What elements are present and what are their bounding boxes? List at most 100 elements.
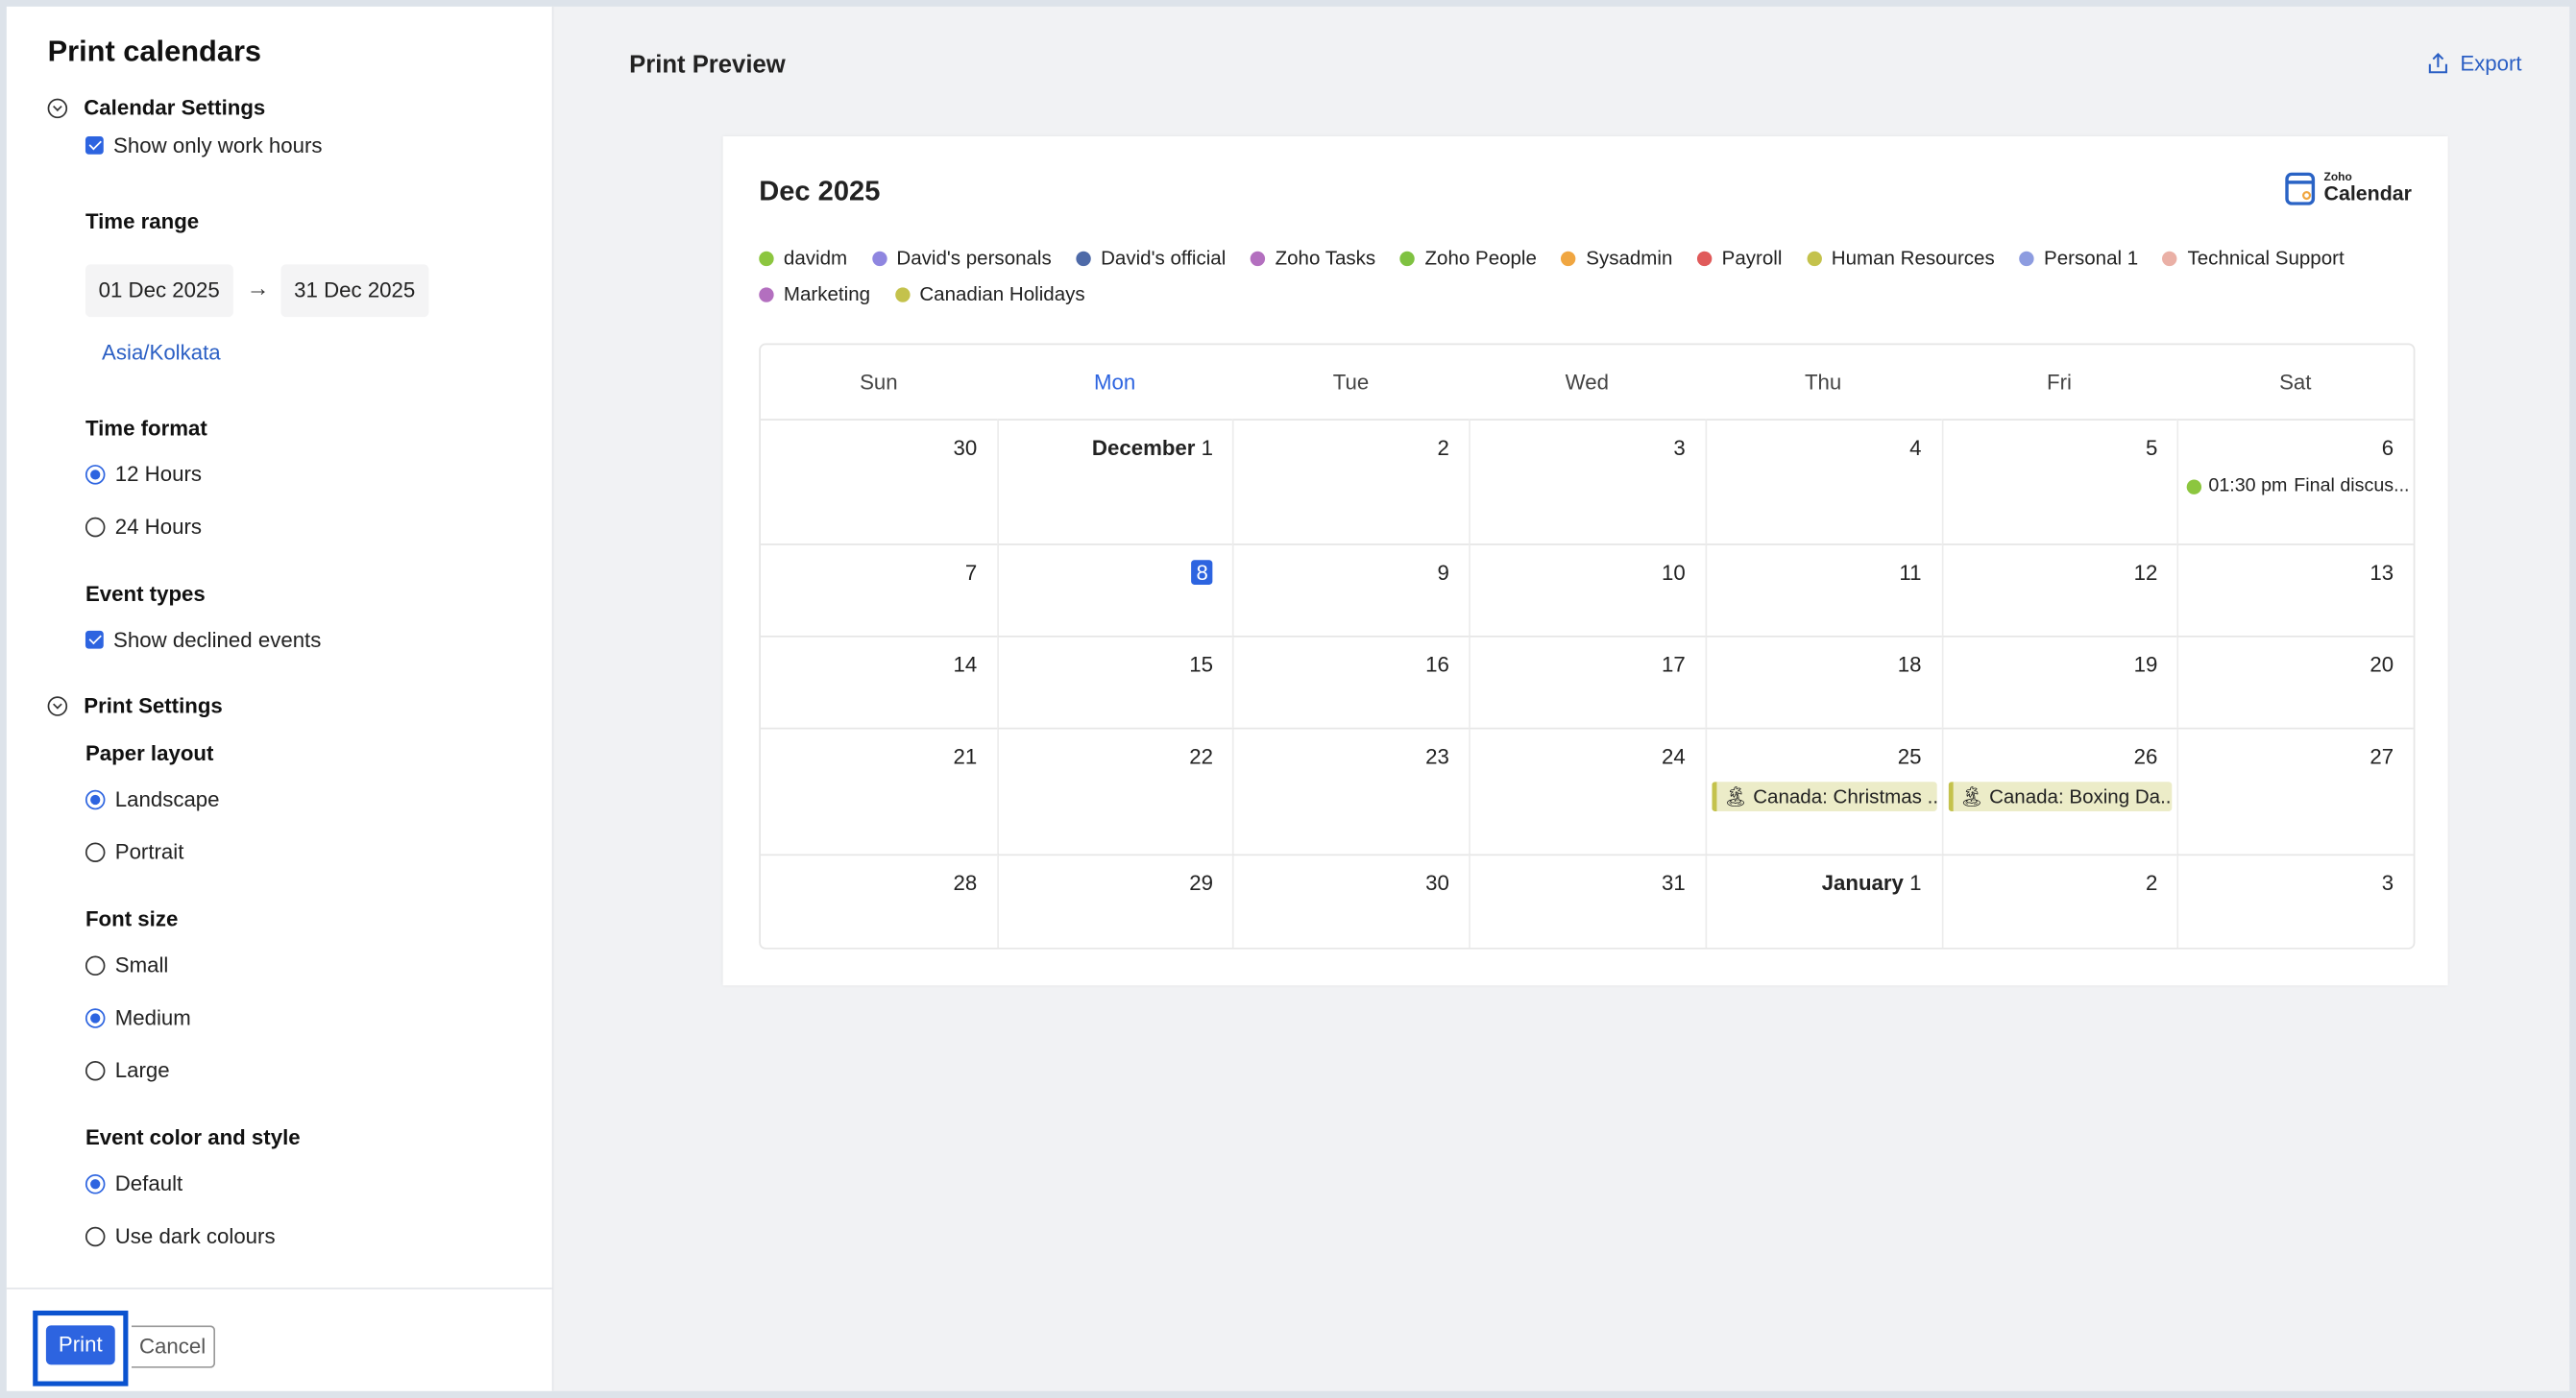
event-item[interactable]: 01:30 pm Final discus... — [2187, 476, 2410, 496]
day-cell[interactable]: 26 🏝 Canada: Boxing Da... — [1941, 727, 2177, 855]
option-label: Medium — [114, 1004, 191, 1030]
radio-landscape[interactable]: Landscape — [85, 786, 220, 811]
day-cell[interactable]: 7 — [760, 543, 997, 636]
day-cell[interactable]: 2 — [1232, 419, 1470, 544]
day-cell[interactable]: 24 — [1469, 727, 1706, 855]
radio-icon — [85, 516, 106, 537]
day-number: 11 — [1899, 560, 1921, 585]
day-cell[interactable]: 16 — [1232, 635, 1470, 728]
day-cell[interactable]: 10 — [1469, 543, 1706, 636]
day-cell[interactable]: December 1 — [996, 419, 1233, 544]
option-label: Use dark colours — [114, 1223, 276, 1248]
day-cell[interactable]: 30 — [1232, 854, 1470, 948]
day-cell[interactable]: 30 — [760, 419, 997, 543]
day-cell[interactable]: 22 — [996, 727, 1233, 855]
end-date-field[interactable]: 31 Dec 2025 — [280, 264, 428, 318]
weekday-header: Sun — [860, 369, 898, 395]
work-hours-checkbox[interactable]: Show only work hours — [85, 133, 323, 157]
legend-dot-icon — [1697, 250, 1713, 266]
radio-large[interactable]: Large — [85, 1057, 170, 1083]
day-cell[interactable]: 19 — [1941, 635, 2177, 728]
month-name: January — [1821, 870, 1904, 896]
day-label: 19 — [2133, 652, 2158, 677]
day-cell[interactable]: 28 — [760, 854, 997, 947]
radio-default[interactable]: Default — [85, 1171, 182, 1195]
holiday-title: Canada: Christmas ... — [1753, 784, 1936, 808]
day-number: 3 — [1673, 435, 1685, 460]
radio-dark-colours[interactable]: Use dark colours — [85, 1223, 276, 1248]
radio-small[interactable]: Small — [85, 952, 168, 977]
day-cell[interactable]: 25 🏝 Canada: Christmas ... — [1705, 727, 1942, 855]
print-settings-toggle[interactable]: Print Settings — [47, 693, 223, 717]
day-label: 21 — [953, 743, 978, 769]
day-cell[interactable]: 18 — [1705, 635, 1942, 728]
day-label: 9 — [1437, 560, 1449, 585]
legend-label: Zoho People — [1424, 246, 1537, 270]
timezone-link[interactable]: Asia/Kolkata — [102, 340, 221, 365]
day-cell[interactable]: 12 — [1941, 543, 2177, 636]
legend-item: David's official — [1076, 245, 1226, 271]
day-cell[interactable]: 4 — [1705, 419, 1942, 544]
day-cell[interactable]: 27 — [2176, 727, 2414, 855]
day-label: 7 — [964, 560, 978, 585]
day-cell[interactable]: 8 — [996, 543, 1233, 636]
day-cell[interactable]: 2 — [1941, 854, 2177, 948]
event-title: Final discus... — [2294, 476, 2410, 496]
export-button[interactable]: Export — [2427, 51, 2522, 76]
day-cell[interactable]: 5 — [1941, 419, 2177, 544]
legend-item: David's personals — [871, 245, 1052, 271]
day-label: 16 — [1425, 652, 1449, 677]
option-label: Small — [114, 952, 169, 977]
holiday-event[interactable]: 🏝 Canada: Christmas ... — [1712, 782, 1936, 811]
radio-medium[interactable]: Medium — [85, 1004, 191, 1030]
day-cell[interactable]: 15 — [996, 635, 1233, 728]
holiday-event[interactable]: 🏝 Canada: Boxing Da... — [1947, 782, 2173, 811]
legend-label: Marketing — [783, 282, 871, 306]
month-title: Dec 2025 — [759, 176, 881, 207]
zoho-calendar-logo: Zoho Calendar — [2281, 172, 2412, 205]
event-dot-icon — [2187, 478, 2202, 494]
day-number: 22 — [1189, 744, 1213, 769]
day-cell[interactable]: 11 — [1705, 543, 1942, 636]
day-number: 2 — [2146, 871, 2157, 896]
start-date-field[interactable]: 01 Dec 2025 — [85, 264, 233, 318]
day-cell[interactable]: 20 — [2176, 635, 2414, 728]
checkbox-checked-icon — [85, 630, 104, 649]
day-label: 1 — [1201, 435, 1214, 460]
weekday-header: Wed — [1565, 369, 1609, 395]
day-cell[interactable]: 14 — [760, 635, 997, 728]
day-label: 12 — [2133, 560, 2158, 585]
option-label: Portrait — [114, 839, 184, 864]
day-number: December 1 — [1092, 435, 1213, 460]
legend-label: Human Resources — [1831, 246, 1995, 270]
day-cell[interactable]: 13 — [2176, 543, 2414, 636]
day-cell[interactable]: 31 — [1469, 854, 1706, 948]
day-cell[interactable]: 29 — [996, 854, 1233, 948]
cancel-button[interactable]: Cancel — [131, 1325, 216, 1368]
radio-12-hours[interactable]: 12 Hours — [85, 462, 202, 486]
day-label: 17 — [1661, 652, 1686, 677]
day-cell[interactable]: 17 — [1469, 635, 1706, 728]
legend-label: davidm — [783, 246, 848, 270]
day-cell[interactable]: 3 — [1469, 419, 1706, 544]
day-cell[interactable]: 9 — [1232, 543, 1470, 636]
day-cell[interactable]: 3 — [2176, 854, 2414, 948]
day-cell[interactable]: January 1 — [1705, 854, 1942, 948]
arrow-right-icon: → — [246, 274, 270, 301]
legend-label: Personal 1 — [2044, 246, 2139, 270]
day-cell[interactable]: 6 01:30 pm Final discus... — [2176, 419, 2414, 544]
print-button[interactable]: Print — [45, 1325, 115, 1365]
radio-portrait[interactable]: Portrait — [85, 839, 183, 864]
day-label: 30 — [1425, 870, 1449, 896]
day-label: 10 — [1661, 560, 1686, 585]
calendar-settings-toggle[interactable]: Calendar Settings — [47, 95, 266, 120]
logo-small-text: Zoho — [2323, 173, 2352, 185]
radio-24-hours[interactable]: 24 Hours — [85, 514, 202, 539]
declined-events-checkbox[interactable]: Show declined events — [85, 627, 321, 652]
legend-dot-icon — [1250, 250, 1266, 266]
day-number: 10 — [1662, 560, 1686, 585]
option-label: Large — [114, 1057, 170, 1083]
day-cell[interactable]: 23 — [1232, 727, 1470, 855]
day-cell[interactable]: 21 — [760, 727, 997, 855]
calendar-logo-icon — [2284, 172, 2315, 205]
